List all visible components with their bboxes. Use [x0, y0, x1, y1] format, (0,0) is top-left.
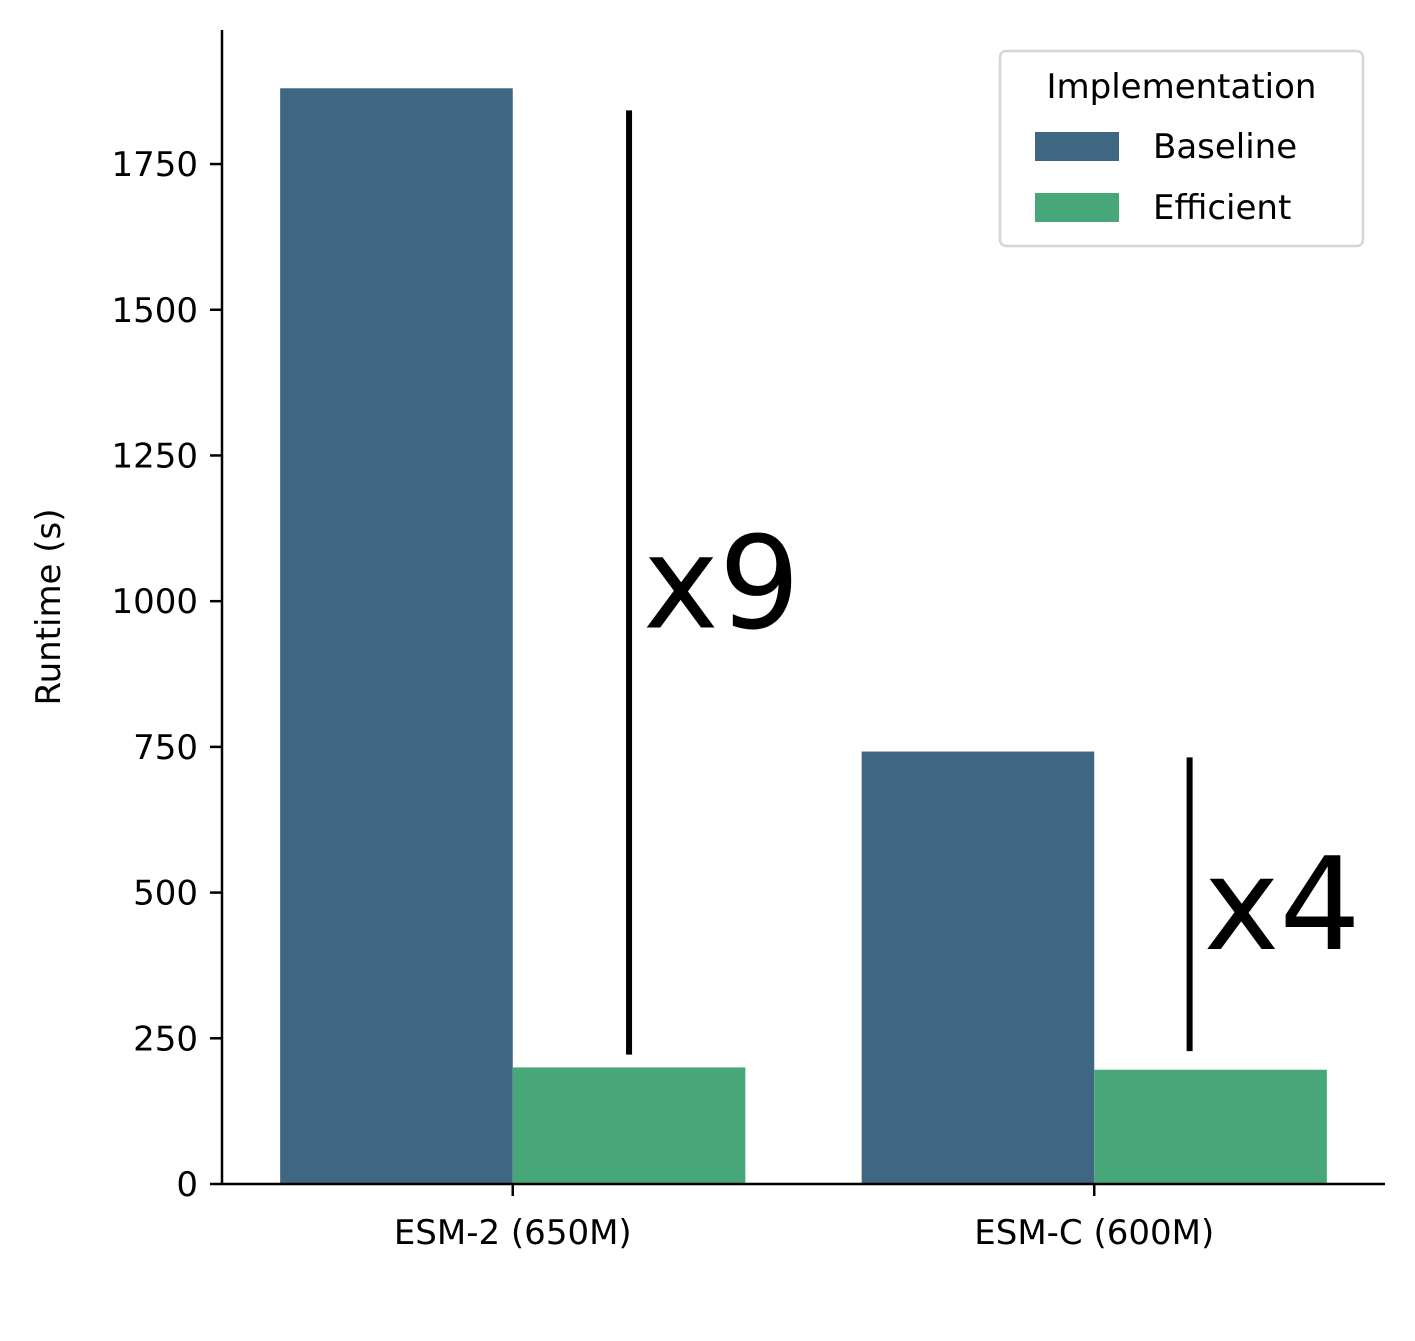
bar-efficient-1 [1094, 1069, 1327, 1184]
x-tick-label-0: ESM-2 (650M) [394, 1213, 632, 1253]
y-tick-label-3: 750 [133, 728, 198, 768]
bars-layer [280, 88, 1327, 1184]
y-tick-label-1: 250 [133, 1019, 198, 1059]
y-tick-label-2: 500 [133, 874, 198, 914]
legend-title: Implementation [1047, 67, 1317, 107]
annotation-label-0: x9 [643, 510, 800, 659]
y-tick-label-0: 0 [176, 1165, 198, 1205]
annotations-layer: x9 x4 [626, 110, 1361, 1055]
y-axis-label: Runtime (s) [29, 508, 69, 705]
y-tick-label-7: 1750 [111, 145, 198, 185]
bar-baseline-0 [280, 88, 513, 1184]
legend-label-baseline: Baseline [1153, 127, 1297, 167]
x-tick-label-1: ESM-C (600M) [974, 1213, 1214, 1253]
legend-swatch-baseline [1035, 132, 1119, 161]
legend: Implementation Baseline Efficient [998, 49, 1365, 248]
legend-label-efficient: Efficient [1153, 188, 1291, 228]
y-tick-label-5: 1250 [111, 436, 198, 476]
bar-baseline-1 [861, 751, 1095, 1184]
y-tick-label-6: 1500 [111, 291, 198, 331]
axes-layer: 0 250 500 750 1000 1250 1500 1750 ESM-2 (650M) ES… [111, 30, 1385, 1253]
legend-swatch-efficient [1035, 193, 1119, 222]
y-tick-label-4: 1000 [111, 582, 198, 622]
bar-efficient-0 [512, 1067, 746, 1184]
annotation-label-1: x4 [1204, 831, 1361, 980]
